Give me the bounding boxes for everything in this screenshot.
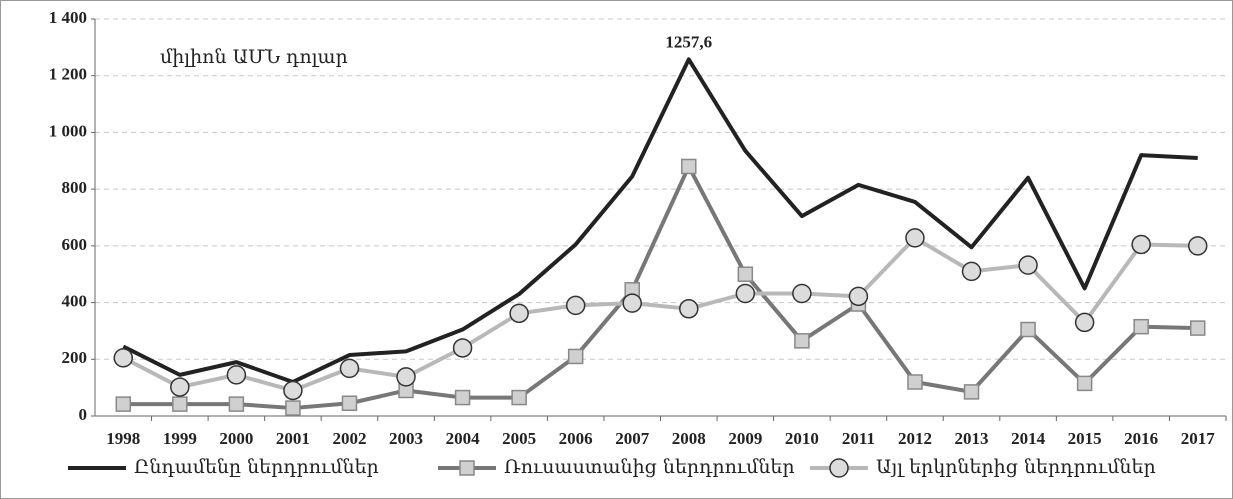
point-marker (283, 380, 303, 401)
point-marker (226, 365, 247, 385)
y-tick-label: 1 200 (49, 65, 87, 84)
x-tick-label: 2002 (332, 429, 366, 448)
point-marker (115, 396, 132, 412)
point-marker (565, 295, 586, 316)
point-marker (228, 396, 245, 412)
point-marker (735, 283, 756, 304)
x-tick-label: 2007 (615, 429, 650, 448)
point-marker (1020, 321, 1036, 338)
x-tick-label: 2014 (1011, 429, 1046, 448)
legend-label: Ռուսաստանից ներդրումներ (504, 456, 795, 478)
point-marker (1133, 318, 1149, 335)
point-marker (961, 261, 982, 282)
y-tick-label: 200 (62, 348, 88, 367)
point-marker (1074, 312, 1095, 333)
x-tick-label: 2013 (955, 429, 989, 448)
point-marker (396, 367, 416, 387)
point-marker (170, 377, 190, 397)
subtitle: միլիոն ԱՄՆ դոլար (160, 46, 348, 68)
point-marker (681, 158, 697, 175)
series-line (122, 57, 1198, 384)
point-marker (339, 358, 360, 379)
x-tick-label: 2012 (898, 429, 932, 448)
point-marker (737, 266, 754, 282)
point-marker (113, 348, 134, 368)
point-marker (341, 395, 358, 411)
point-marker (1187, 236, 1208, 256)
x-tick-label: 1998 (106, 429, 140, 448)
point-marker (567, 348, 584, 365)
point-marker (452, 338, 473, 358)
legend-marker (459, 460, 475, 476)
x-tick-label: 2000 (219, 429, 253, 448)
x-tick-label: 2016 (1124, 429, 1158, 448)
x-tick-label: 2006 (559, 429, 593, 448)
point-marker (285, 400, 301, 416)
series-line (123, 164, 1198, 411)
y-tick-label: 600 (62, 235, 88, 254)
x-tick-label: 2010 (785, 429, 819, 448)
x-tick-label: 2003 (389, 429, 423, 448)
point-marker (1018, 255, 1038, 275)
point-marker (794, 333, 810, 349)
legend-label: Այլ երկրներից ներդրումներ (876, 456, 1156, 478)
data-label: 1257,6 (665, 32, 712, 51)
point-marker (454, 389, 471, 406)
y-tick-label: 0 (79, 405, 88, 424)
y-tick-label: 400 (62, 291, 88, 310)
point-marker (963, 384, 980, 400)
y-tick-label: 1 000 (49, 121, 87, 140)
x-tick-label: 2001 (276, 429, 310, 448)
legend-label: Ընդամենը ներդրումներ (134, 456, 379, 478)
x-tick-label: 2004 (446, 429, 481, 448)
x-tick-label: 2015 (1068, 429, 1102, 448)
y-tick-label: 1 400 (49, 8, 87, 27)
x-tick-label: 2008 (672, 429, 706, 448)
x-tick-label: 2017 (1181, 429, 1216, 448)
point-marker (792, 283, 812, 304)
point-marker (1131, 234, 1151, 255)
point-marker (848, 286, 869, 307)
point-marker (172, 396, 188, 412)
point-marker (509, 303, 529, 324)
y-tick-label: 800 (62, 178, 88, 197)
x-tick-label: 2009 (728, 429, 762, 448)
x-tick-label: 1999 (163, 429, 197, 448)
point-marker (679, 299, 699, 319)
legend-marker (829, 458, 849, 478)
point-marker (907, 374, 923, 390)
point-marker (511, 389, 527, 406)
point-marker (1076, 375, 1093, 392)
x-tick-label: 2005 (502, 429, 536, 448)
point-marker (1189, 320, 1206, 336)
x-tick-label: 2011 (842, 429, 875, 448)
point-marker (622, 293, 642, 313)
point-marker (905, 228, 925, 248)
